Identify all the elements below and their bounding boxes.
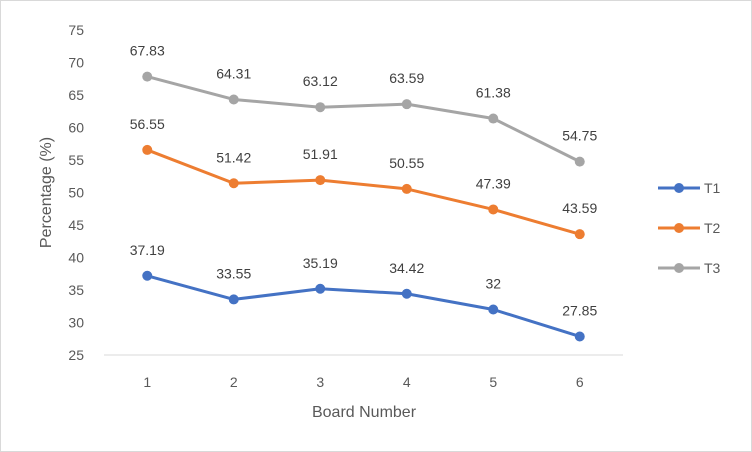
data-point: [315, 175, 326, 186]
series-line: [145, 148, 582, 236]
y-tick-label: 75: [68, 22, 84, 38]
data-label: 64.31: [216, 65, 251, 81]
data-point: [228, 178, 239, 189]
data-point: [574, 156, 585, 167]
data-point: [401, 99, 412, 110]
y-tick-label: 65: [68, 87, 84, 103]
x-tick-label: 2: [230, 374, 238, 390]
series-t2: 56.55 51.42 51.91 50.55 47.39 43.59: [130, 116, 597, 240]
series-t3: 67.83 64.31 63.12 63.59 61.38 54.75: [130, 43, 597, 167]
data-point: [401, 288, 412, 299]
legend-label: T3: [704, 260, 721, 276]
data-label: 50.55: [389, 155, 424, 171]
y-tick-label: 70: [68, 55, 84, 71]
x-tick-label: 6: [576, 374, 584, 390]
y-tick-label: 50: [68, 185, 84, 201]
x-tick-label: 4: [403, 374, 411, 390]
data-label: 61.38: [476, 85, 511, 101]
legend-item-t3: T3: [658, 260, 721, 276]
legend-item-t1: T1: [658, 180, 721, 196]
y-tick-label: 25: [68, 347, 84, 363]
data-label: 34.42: [389, 260, 424, 276]
data-point: [315, 102, 326, 113]
data-label: 56.55: [130, 116, 165, 132]
legend-label: T1: [704, 180, 721, 196]
y-tick-label: 55: [68, 152, 84, 168]
legend-swatch-marker: [674, 223, 684, 233]
data-point: [142, 270, 153, 281]
y-tick-label: 45: [68, 217, 84, 233]
series-line: [145, 75, 582, 164]
data-label: 27.85: [562, 302, 597, 318]
data-label: 63.59: [389, 70, 424, 86]
data-point: [315, 283, 326, 294]
legend-item-t2: T2: [658, 220, 721, 236]
data-point: [488, 204, 499, 215]
legend-swatch-marker: [674, 263, 684, 273]
y-axis-title: Percentage (%): [38, 137, 55, 248]
x-tick-label: 1: [143, 374, 151, 390]
legend-swatch-marker: [674, 183, 684, 193]
data-label: 63.12: [303, 73, 338, 89]
x-tick-label: 3: [316, 374, 324, 390]
data-point: [228, 94, 239, 105]
series-group: 37.19 33.55 35.19 34.42 32 27.85 56.55 51.42 51.…: [130, 43, 597, 342]
y-tick-label: 60: [68, 120, 84, 136]
data-label: 43.59: [562, 200, 597, 216]
y-tick-label: 35: [68, 282, 84, 298]
data-label: 32: [485, 276, 501, 292]
y-tick-label: 40: [68, 250, 84, 266]
data-point: [228, 294, 239, 305]
series-line: [145, 274, 582, 338]
data-point: [574, 229, 585, 240]
data-point: [488, 304, 499, 315]
data-point: [574, 331, 585, 342]
x-axis-ticks: 1 2 3 4 5 6: [143, 374, 584, 390]
data-label: 51.42: [216, 149, 251, 165]
data-point: [488, 113, 499, 124]
data-point: [401, 183, 412, 194]
data-point: [142, 71, 153, 82]
data-label: 67.83: [130, 43, 165, 59]
data-point: [142, 144, 153, 155]
legend: T1 T2 T3: [658, 180, 721, 276]
legend-label: T2: [704, 220, 721, 236]
data-label: 47.39: [476, 175, 511, 191]
y-axis-ticks: 25 30 35 40 45 50 55 60 65 70 75: [68, 22, 84, 363]
data-label: 51.91: [303, 146, 338, 162]
data-label: 35.19: [303, 255, 338, 271]
data-label: 54.75: [562, 128, 597, 144]
y-tick-label: 30: [68, 315, 84, 331]
series-t1: 37.19 33.55 35.19 34.42 32 27.85: [130, 242, 597, 342]
x-tick-label: 5: [489, 374, 497, 390]
data-label: 33.55: [216, 265, 251, 281]
x-axis-title: Board Number: [312, 404, 417, 421]
data-label: 37.19: [130, 242, 165, 258]
